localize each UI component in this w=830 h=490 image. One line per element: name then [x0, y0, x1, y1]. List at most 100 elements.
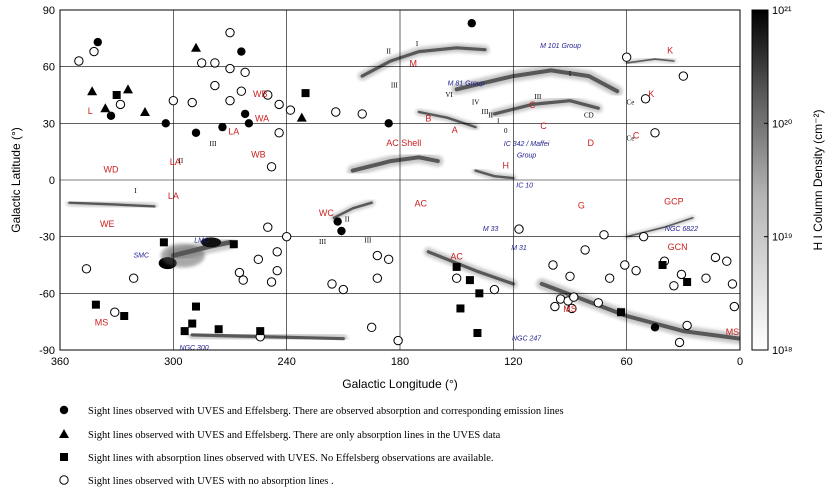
sub-region-label: 0 [504, 127, 508, 135]
data-point-open-circle [187, 97, 197, 108]
data-point-filled-square [91, 300, 100, 309]
data-point-open-circle [372, 250, 383, 261]
y-tick-label: -90 [39, 345, 55, 357]
region-label: MS [726, 327, 740, 337]
data-point-open-circle [565, 271, 575, 282]
galaxy-label: NGC 300 [180, 345, 209, 352]
sub-region-label: II [179, 157, 184, 165]
x-tick-label: 0 [737, 356, 743, 368]
galaxy-label: M 33 [483, 226, 499, 233]
legend-entry: Sight lines observed with UVES with no a… [88, 476, 334, 487]
region-label: WE [100, 219, 115, 229]
region-label: WC [319, 208, 334, 218]
sub-region-label: III [534, 93, 542, 101]
region-label: WB [253, 89, 268, 99]
hi-feature-core [417, 110, 477, 129]
region-label: D [588, 138, 595, 148]
sub-region-label: IV [472, 98, 479, 106]
galaxy-label: M 31 [511, 245, 527, 252]
lmc-emission [201, 237, 222, 248]
data-point-open-circle [678, 71, 689, 81]
colorbar: 10²¹ 10²⁰ 10¹⁹ 10¹⁸ [751, 5, 793, 357]
colorbar-tick-label: 10²¹ [772, 5, 792, 17]
data-point-open-circle [89, 46, 99, 57]
data-point-filled-square [473, 329, 482, 337]
data-point-open-circle [115, 99, 126, 110]
data-point-filled-square [617, 308, 625, 317]
data-point-open-circle [701, 273, 711, 283]
region-label: C [529, 100, 536, 110]
y-tick-label: 0 [49, 175, 55, 187]
region-label: A [452, 125, 458, 135]
data-point-open-circle [451, 273, 462, 283]
data-point-open-circle [640, 94, 651, 104]
data-point-filled-circle [333, 217, 342, 226]
galaxy-label: NGC 247 [512, 336, 542, 343]
data-point-open-circle [225, 27, 235, 38]
x-axis-label: Galactic Longitude (°) [342, 377, 458, 391]
sub-region-label: I [497, 117, 500, 125]
region-label: WB [251, 149, 266, 159]
legend-marker-filled-square [60, 453, 68, 461]
data-point-open-circle [266, 162, 277, 172]
y-tick-label: 90 [43, 5, 55, 17]
data-point-filled-square [301, 89, 310, 98]
region-label: LA [228, 127, 239, 137]
data-point-open-circle [393, 335, 403, 346]
colorbar-tick-label: 10¹⁸ [772, 345, 793, 357]
data-point-open-circle [729, 301, 740, 312]
data-point-filled-triangle [123, 84, 133, 94]
data-point-filled-square [683, 278, 692, 286]
region-label: C [540, 121, 547, 131]
sub-region-label: CD [584, 112, 594, 120]
data-point-open-circle [631, 265, 641, 276]
data-point-open-circle [710, 252, 721, 263]
data-point-open-circle [272, 265, 282, 276]
data-point-open-circle [338, 284, 349, 295]
hi-feature-core [68, 201, 156, 208]
data-point-open-circle [272, 247, 282, 257]
data-point-open-circle [168, 95, 179, 106]
region-label: AC [450, 251, 463, 261]
data-point-open-circle [74, 56, 84, 66]
data-point-open-circle [489, 284, 500, 295]
magellanic-clouds-halo [160, 243, 205, 268]
hi-feature-core [625, 217, 694, 238]
colorbar-tick-label: 10¹⁹ [772, 232, 793, 244]
sub-region-label: III [364, 236, 372, 244]
data-point-filled-circle [240, 109, 250, 119]
data-point-open-circle [372, 273, 383, 283]
sub-region-label: II [488, 112, 493, 120]
data-point-open-circle [327, 279, 337, 289]
region-label: LA [168, 191, 179, 201]
data-point-open-circle [225, 95, 235, 106]
data-point-open-circle [555, 294, 566, 304]
legend-marker-filled-triangle [59, 429, 69, 438]
galaxy-label: M 101 Group [540, 43, 581, 50]
x-tick-label: 60 [621, 356, 633, 368]
legend-marker-filled-circle [59, 405, 69, 415]
sub-region-label: I [569, 70, 572, 78]
data-point-filled-square [658, 261, 667, 269]
sub-region-label: III [391, 81, 399, 89]
region-label: GCP [664, 197, 684, 207]
sub-region-label: Ce [627, 134, 635, 142]
data-point-filled-square [456, 304, 465, 313]
data-point-filled-square [465, 276, 474, 285]
sub-region-label: II [345, 216, 350, 224]
legend: Sight lines observed with UVES and Effel… [59, 405, 564, 487]
hi-feature-core [454, 68, 620, 94]
region-label: GCN [668, 242, 688, 252]
data-point-open-circle [196, 58, 207, 68]
data-point-open-circle [593, 298, 604, 308]
galaxy-label: LMC [194, 237, 210, 244]
data-point-open-circle [331, 107, 341, 117]
data-point-open-circle [722, 256, 732, 266]
data-point-open-circle [638, 231, 649, 242]
sub-region-label: Ce [627, 98, 635, 106]
data-point-open-circle [599, 230, 609, 240]
data-point-filled-triangle [87, 86, 98, 96]
galaxy-label: IC 342 / Maffei [504, 141, 550, 148]
galaxy-label: Group [517, 152, 537, 159]
legend-entry: Sight lines observed with UVES and Effel… [88, 430, 501, 441]
